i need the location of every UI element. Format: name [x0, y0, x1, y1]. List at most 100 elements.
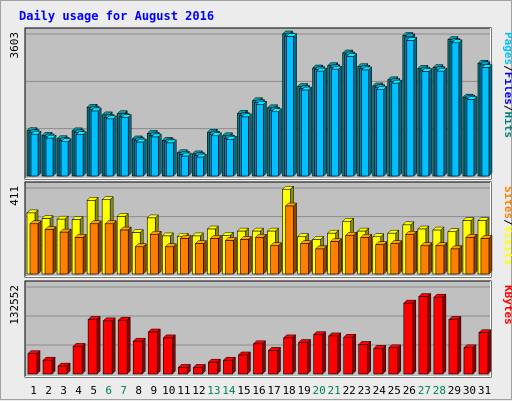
bar-kbytes-28 — [433, 293, 447, 375]
bar-pages-23 — [361, 66, 373, 177]
bar-pages-13 — [210, 132, 222, 177]
bar-sites-20 — [315, 245, 328, 275]
x-tick-label: 17 — [267, 384, 280, 397]
bar-kbytes-31 — [478, 329, 492, 375]
bar-kbytes-25 — [388, 344, 402, 375]
bar-pages-2 — [45, 134, 57, 177]
bar-pages-8 — [135, 138, 147, 177]
bar-sites-29 — [450, 245, 463, 275]
bar-sites-22 — [345, 231, 358, 275]
bar-kbytes-12 — [192, 363, 206, 375]
bar-pages-18 — [285, 32, 298, 177]
bar-pages-17 — [270, 108, 283, 177]
bar-sites-15 — [239, 235, 253, 275]
bar-sites-13 — [209, 234, 222, 275]
x-tick-labels: 1 2 3 4 5 6 7 8 9 10 11 12 13 14 15 16 17 18 19 20 21 22 23 24 2… — [30, 384, 491, 397]
x-tick-label: 26 — [403, 384, 416, 397]
bar-pages-19 — [300, 86, 313, 177]
x-tick-label: 14 — [222, 384, 236, 397]
x-tick-label: 2 — [45, 384, 52, 397]
bar-sites-7 — [119, 226, 132, 275]
bar-sites-17 — [269, 242, 283, 275]
bar-sites-12 — [194, 240, 207, 275]
panel-hits-files-pages: 3603 Pages/Files/Hits — [8, 27, 512, 180]
bar-pages-4 — [75, 131, 87, 177]
bar-sites-27 — [420, 242, 433, 275]
bar-kbytes-1 — [27, 350, 41, 375]
panel-visits-sites: 411 Sites/Visits — [8, 181, 512, 278]
bar-kbytes-29 — [448, 315, 462, 375]
bar-kbytes-18 — [282, 334, 297, 375]
bar-pages-31 — [481, 64, 493, 177]
bar-pages-21 — [331, 65, 343, 177]
legend-entry: Visits — [502, 226, 512, 266]
x-tick-label: 9 — [150, 384, 157, 397]
bar-pages-5 — [90, 107, 102, 177]
bar-sites-14 — [224, 236, 238, 275]
x-tick-label: 15 — [237, 384, 250, 397]
bar-kbytes-21 — [328, 332, 342, 375]
x-tick-label: 20 — [313, 384, 326, 397]
bar-sites-28 — [435, 242, 448, 275]
x-tick-label: 7 — [120, 384, 127, 397]
x-tick-label: 27 — [418, 384, 431, 397]
bar-pages-6 — [105, 115, 117, 177]
bar-pages-12 — [195, 153, 207, 177]
x-tick-label: 29 — [448, 384, 461, 397]
bar-kbytes-13 — [207, 358, 221, 375]
bar-pages-3 — [60, 138, 72, 177]
bar-pages-26 — [406, 36, 418, 177]
bar-kbytes-8 — [132, 337, 146, 375]
bar-sites-6 — [104, 220, 117, 275]
bar-sites-8 — [134, 243, 147, 275]
x-tick-label: 23 — [358, 384, 371, 397]
x-tick-label: 12 — [192, 384, 205, 397]
bar-kbytes-20 — [313, 331, 327, 375]
bar-sites-19 — [299, 240, 313, 275]
bar-sites-30 — [465, 233, 478, 275]
bar-kbytes-11 — [177, 363, 191, 375]
chart-panels: 3603 Pages/Files/Hits 411 Sites/Visits 13255… — [8, 27, 512, 378]
bar-kbytes-15 — [237, 351, 252, 375]
legend-entry: Sites — [502, 186, 512, 219]
bar-sites-23 — [360, 233, 373, 275]
bar-kbytes-10 — [162, 334, 176, 375]
bar-pages-28 — [436, 67, 448, 177]
bar-sites-31 — [480, 234, 493, 275]
bar-pages-27 — [421, 67, 433, 177]
bar-sites-16 — [254, 233, 268, 275]
bar-kbytes-24 — [373, 344, 387, 375]
bar-kbytes-7 — [117, 316, 131, 375]
x-tick-label: 19 — [297, 384, 310, 397]
bar-kbytes-27 — [418, 292, 432, 375]
x-tick-label: 21 — [328, 384, 341, 397]
bar-sites-26 — [405, 230, 418, 275]
x-tick-label: 11 — [177, 384, 190, 397]
x-tick-label: 28 — [433, 384, 446, 397]
bar-kbytes-16 — [252, 340, 267, 375]
legend-visits-sites: Sites/Visits — [502, 186, 512, 266]
bar-pages-24 — [376, 85, 388, 177]
x-tick-label: 1 — [30, 384, 37, 397]
x-tick-label: 31 — [478, 384, 491, 397]
bar-pages-14 — [225, 135, 238, 177]
bar-sites-21 — [330, 237, 343, 275]
bar-pages-7 — [120, 114, 132, 177]
bar-pages-30 — [466, 95, 478, 177]
bar-sites-25 — [390, 240, 403, 275]
bar-sites-11 — [179, 234, 192, 275]
legend-kbytes: KBytes — [502, 285, 512, 325]
bar-sites-5 — [89, 220, 102, 275]
x-tick-label: 3 — [60, 384, 67, 397]
x-tick-label: 25 — [388, 384, 401, 397]
x-tick-label: 24 — [373, 384, 387, 397]
bar-sites-2 — [44, 226, 57, 275]
bar-kbytes-14 — [222, 356, 237, 375]
bar-sites-18 — [284, 202, 298, 275]
legend-entry: Hits — [502, 112, 512, 139]
y-max-label: 411 — [8, 186, 21, 206]
bar-pages-1 — [30, 130, 42, 177]
bar-kbytes-5 — [87, 315, 101, 375]
